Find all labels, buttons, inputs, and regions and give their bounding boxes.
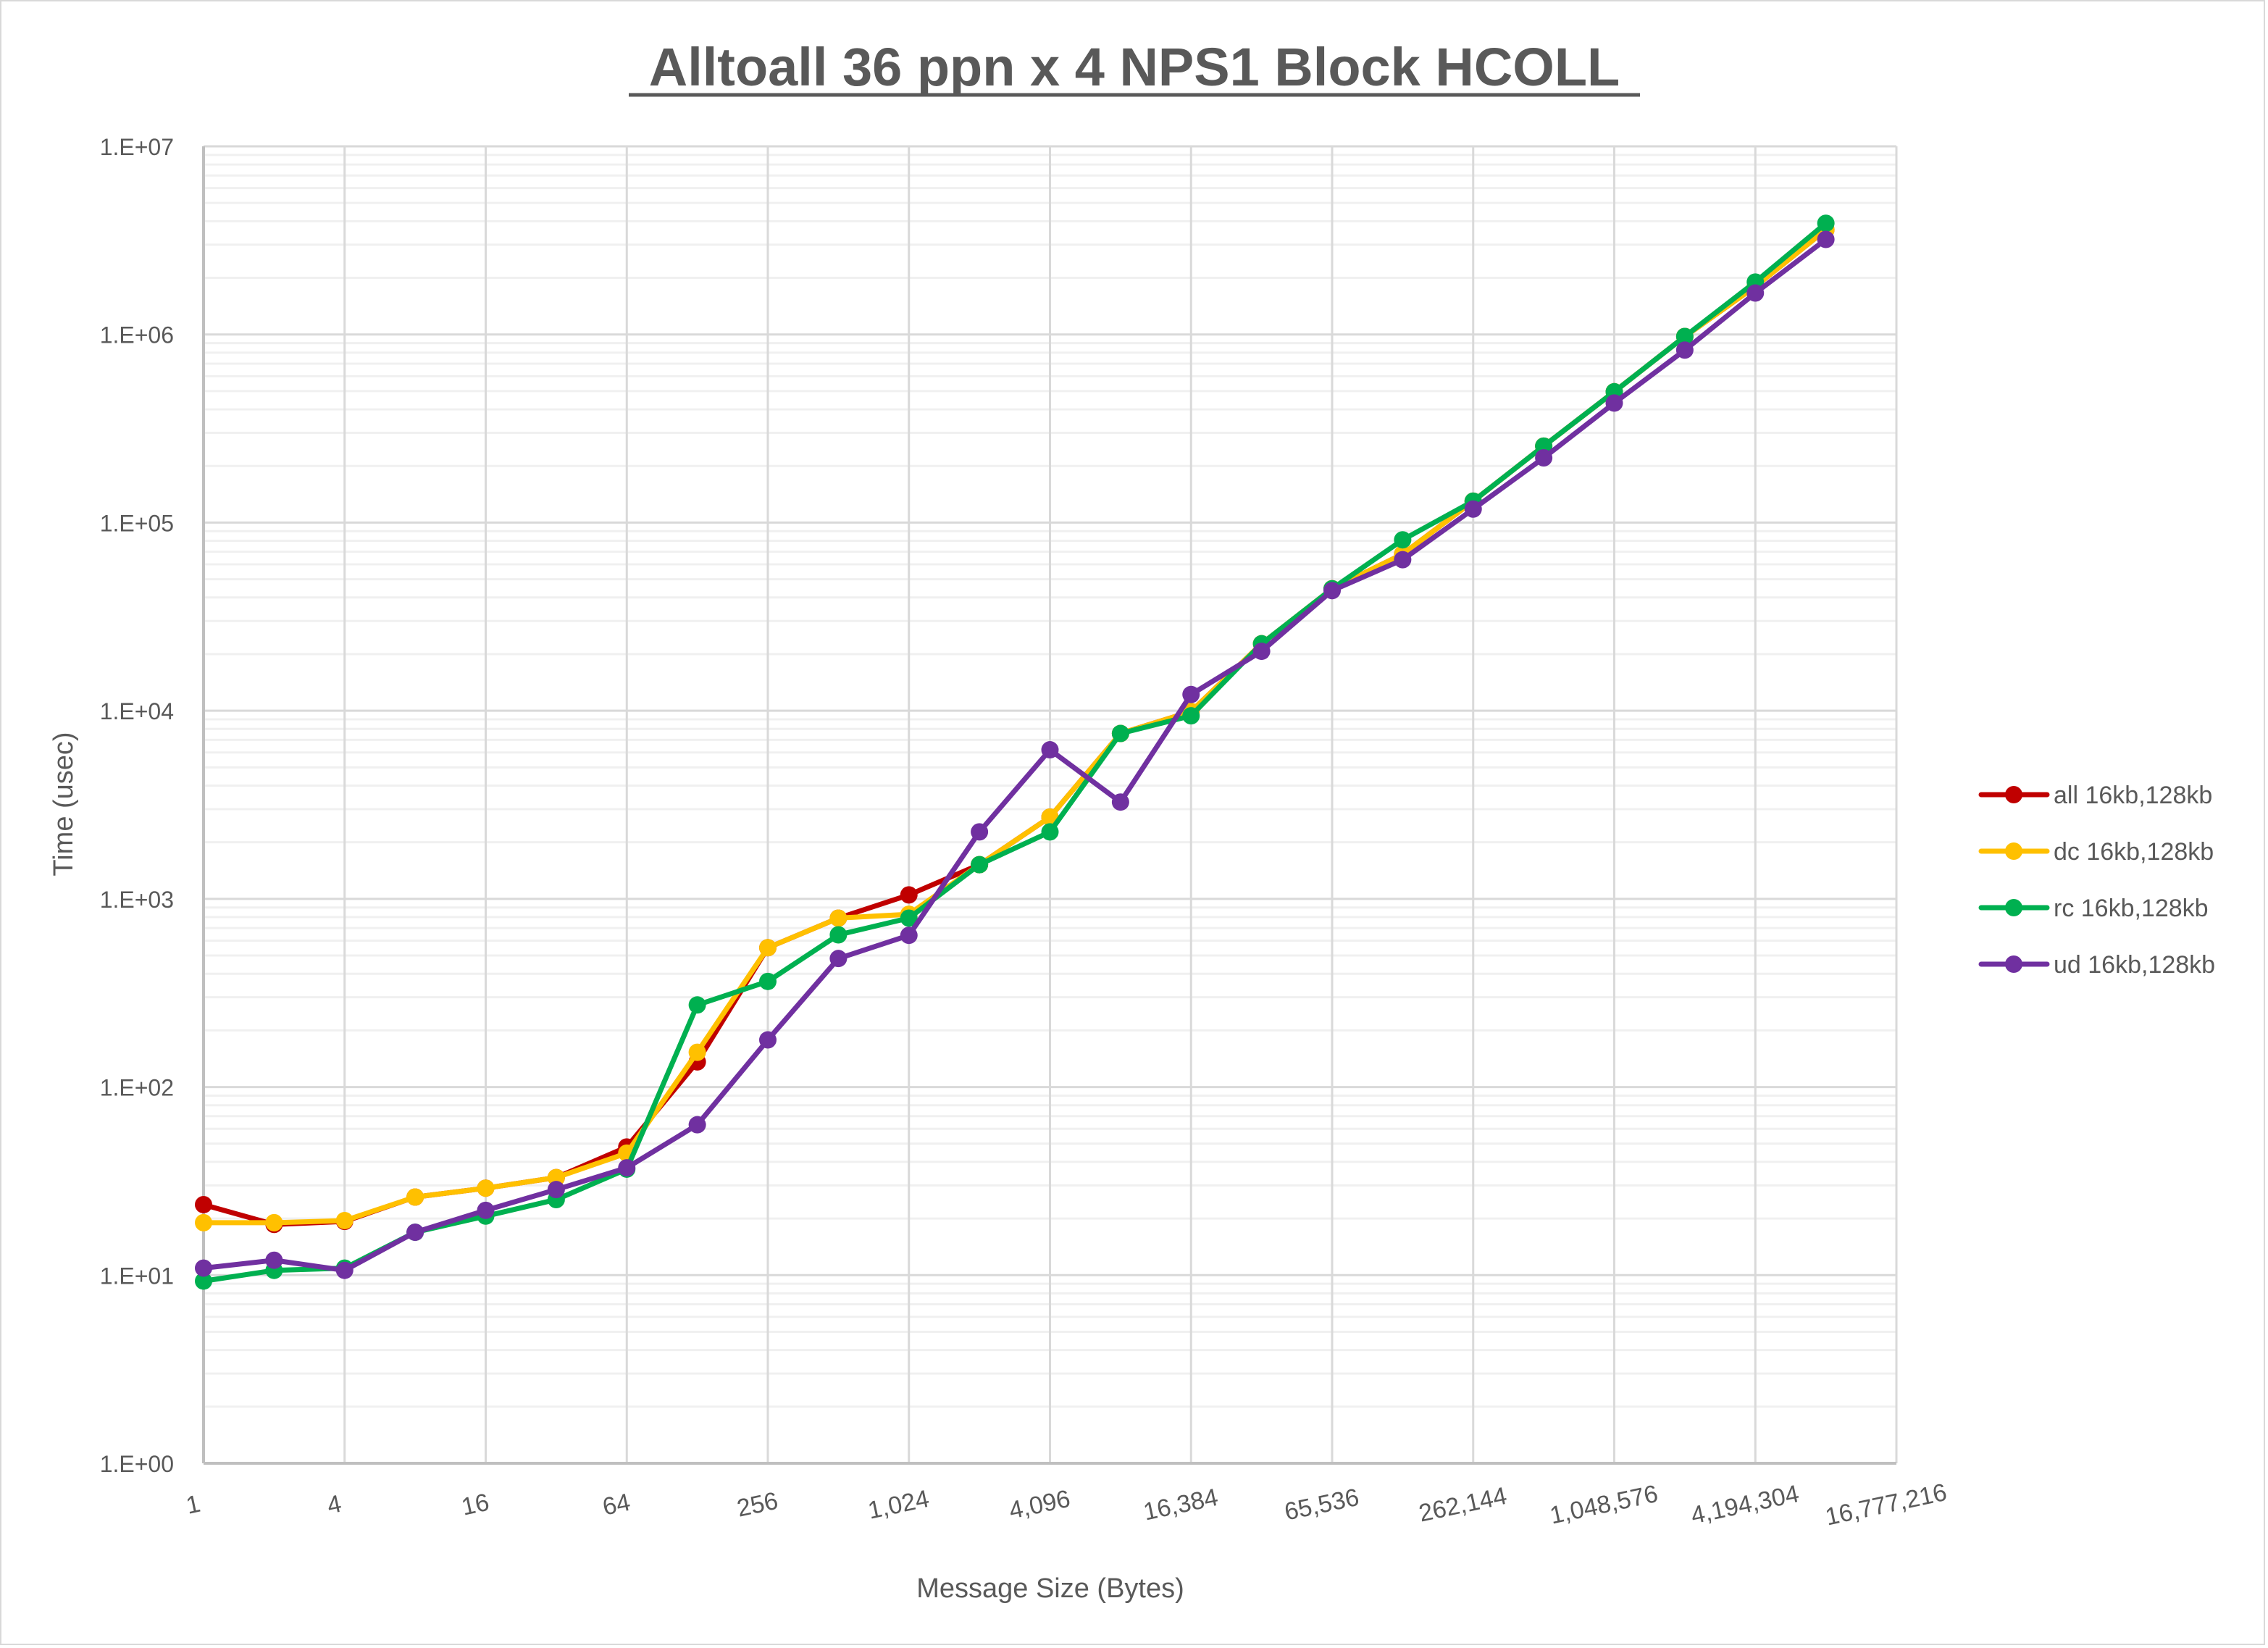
data-point-marker [1605, 394, 1623, 412]
y-axis-tick-labels: 1.E+00 1.E+01 1.E+02 1.E+03 1.E+04 1.E+05 1.E+… [100, 134, 174, 1477]
y-tick-label: 1.E+04 [100, 698, 174, 724]
data-point-marker [759, 972, 777, 990]
data-point-marker [195, 1259, 212, 1277]
data-point-marker [477, 1179, 495, 1197]
y-tick-label: 1.E+07 [100, 134, 174, 160]
x-tick-label: 262,144 [1416, 1482, 1509, 1528]
series-line [203, 221, 1828, 1284]
data-point-marker [900, 909, 918, 927]
x-tick-label: 4 [325, 1490, 343, 1520]
data-point-marker [195, 1195, 212, 1213]
data-point-marker [406, 1188, 424, 1206]
data-point-marker [1817, 230, 1835, 248]
data-point-marker [1041, 741, 1059, 759]
legend-item: all 16kb,128kb [1978, 782, 2212, 809]
data-point-marker [1041, 823, 1059, 841]
y-axis-title: Time (usec) [49, 732, 79, 876]
data-point-marker [477, 1201, 495, 1219]
chart-title: Alltoall 36 ppn x 4 NPS1 Block HCOLL [649, 37, 1620, 97]
x-tick-label: 65,536 [1282, 1484, 1362, 1526]
data-point-marker [829, 909, 848, 927]
legend-marker-icon [2005, 899, 2022, 916]
data-point-marker [335, 1211, 353, 1229]
data-point-marker [1323, 582, 1341, 600]
data-point-marker [1394, 551, 1412, 569]
data-point-marker [195, 1272, 212, 1290]
series-ud [195, 230, 1835, 1279]
x-tick-label: 1,024 [866, 1485, 932, 1525]
x-tick-label: 256 [735, 1487, 780, 1523]
plot-series [195, 214, 1835, 1290]
y-tick-label: 1.E+01 [100, 1263, 174, 1289]
x-tick-label: 16 [459, 1489, 492, 1521]
data-point-marker [547, 1168, 565, 1187]
series-line [203, 237, 1828, 1273]
data-point-marker [900, 927, 918, 945]
data-point-marker [1394, 531, 1412, 549]
data-point-marker [265, 1251, 283, 1269]
data-point-marker [265, 1213, 283, 1231]
data-point-marker [688, 1116, 706, 1134]
data-point-marker [971, 823, 989, 841]
x-tick-label: 4,194,304 [1689, 1480, 1802, 1530]
data-point-marker [1252, 643, 1271, 661]
y-tick-label: 1.E+02 [100, 1075, 174, 1101]
y-tick-label: 1.E+05 [100, 510, 174, 536]
legend-marker-icon [2005, 786, 2022, 803]
series-line [204, 227, 1828, 1226]
legend-item: rc 16kb,128kb [1978, 895, 2209, 922]
legend-label: all 16kb,128kb [2054, 782, 2212, 809]
legend-item: ud 16kb,128kb [1978, 951, 2215, 979]
data-point-marker [1817, 214, 1835, 233]
major-gridlines [204, 145, 1898, 1463]
y-tick-label: 1.E+03 [100, 887, 174, 913]
data-point-marker [829, 926, 848, 944]
legend-marker-icon [2005, 955, 2022, 973]
legend: all 16kb,128kb dc 16kb,128kb rc 16kb,128kb… [1978, 782, 2215, 979]
y-tick-label: 1.E+06 [100, 322, 174, 348]
data-point-marker [829, 950, 848, 968]
data-point-marker [1464, 500, 1482, 518]
data-point-marker [759, 1031, 777, 1049]
legend-item: dc 16kb,128kb [1978, 838, 2214, 866]
data-point-marker [900, 886, 918, 904]
data-point-marker [688, 1043, 706, 1061]
data-point-marker [335, 1261, 353, 1279]
data-point-marker [1111, 724, 1129, 743]
series-dc [195, 221, 1835, 1231]
x-axis-title: Message Size (Bytes) [916, 1573, 1184, 1604]
data-point-marker [971, 856, 989, 874]
legend-label: rc 16kb,128kb [2054, 895, 2209, 922]
legend-label: dc 16kb,128kb [2054, 838, 2214, 866]
data-point-marker [1535, 448, 1553, 467]
data-point-marker [547, 1181, 565, 1199]
data-point-marker [1675, 341, 1694, 359]
x-tick-label: 16,384 [1141, 1484, 1221, 1526]
x-tick-label: 1,048,576 [1547, 1480, 1660, 1530]
data-point-marker [1675, 327, 1694, 346]
x-tick-label: 1 [184, 1490, 203, 1520]
x-axis-tick-labels: 1 4 16 64 256 1,024 4,096 16,384 65,536 262,144 1,… [184, 1478, 1949, 1531]
data-point-marker [618, 1159, 636, 1177]
data-point-marker [1182, 685, 1200, 703]
data-point-marker [1041, 808, 1059, 826]
data-point-marker [688, 996, 706, 1014]
series-line [203, 227, 1828, 1227]
y-tick-label: 1.E+00 [100, 1451, 174, 1477]
data-point-marker [1182, 707, 1200, 725]
legend-label: ud 16kb,128kb [2054, 951, 2215, 979]
data-point-marker [759, 939, 777, 957]
data-point-marker [195, 1213, 212, 1231]
data-point-marker [406, 1224, 424, 1242]
data-point-marker [1111, 793, 1129, 811]
axes [202, 146, 1896, 1465]
x-tick-label: 16,777,216 [1823, 1478, 1949, 1531]
legend-marker-icon [2005, 842, 2022, 860]
x-tick-label: 64 [601, 1489, 633, 1521]
series-all [195, 221, 1835, 1234]
x-tick-label: 4,096 [1007, 1485, 1073, 1525]
data-point-marker [1746, 284, 1765, 302]
